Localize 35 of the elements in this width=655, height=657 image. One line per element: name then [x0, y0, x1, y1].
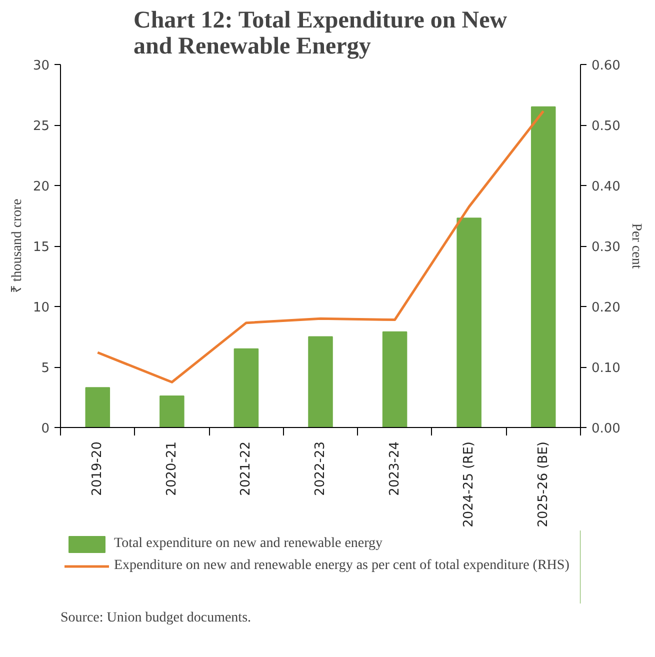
x-tick-label: 2023-24	[387, 441, 402, 496]
bar	[160, 396, 184, 428]
legend-label: Total expenditure on new and renewable energy	[114, 536, 383, 552]
y-tick-label: 0	[41, 422, 50, 436]
legend-label: Expenditure on new and renewable energy as per cent of total expenditure (RHS)	[114, 558, 570, 574]
source-note: Source: Union budget documents.	[60, 610, 252, 626]
y-tick-label: 5	[41, 361, 50, 376]
y2-tick-label: 0.60	[592, 58, 620, 74]
bar	[530, 106, 556, 428]
y-axis-title: ₹ thousand crore	[10, 198, 25, 294]
x-tick-label: 2025-26 (BE)	[536, 441, 551, 528]
y-tick-label: 20	[32, 180, 50, 194]
bar	[456, 218, 482, 428]
x-tick-label: 2024-25 (RE)	[462, 441, 477, 528]
bar	[382, 331, 408, 428]
x-tick-label: 2019-20	[90, 441, 106, 496]
x-tick-label: 2022-23	[313, 441, 328, 496]
y-tick-label: 10	[32, 300, 50, 316]
bar	[308, 336, 333, 428]
line-series	[96, 110, 545, 384]
x-tick-label: 2021-22	[238, 441, 254, 496]
y-tick-label: 30	[32, 58, 50, 74]
y2-tick-label: 0.40	[592, 180, 620, 194]
y2-tick-label: 0.10	[592, 361, 620, 376]
y2-tick-label: 0.50	[592, 119, 620, 134]
y-tick-label: 25	[32, 119, 50, 134]
y2-tick-label: 0.20	[592, 300, 620, 316]
chart-title: Chart 12: Total Expenditure on New and Renewable Energy	[133, 8, 508, 60]
bar	[234, 348, 259, 428]
y-tick-label: 15	[32, 240, 50, 255]
y2-axis-title: Per cent	[628, 223, 644, 269]
y2-tick-label: 0.30	[592, 240, 620, 255]
bar	[85, 387, 110, 428]
y2-tick-label: 0.00	[592, 422, 620, 436]
x-tick-label: 2020-21	[164, 441, 180, 496]
